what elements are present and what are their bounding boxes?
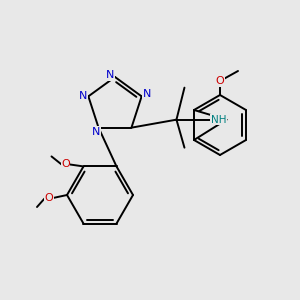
Text: N: N bbox=[142, 89, 151, 99]
Text: N: N bbox=[79, 91, 88, 101]
Text: O: O bbox=[45, 193, 53, 203]
Text: O: O bbox=[61, 159, 70, 170]
Text: N: N bbox=[106, 70, 114, 80]
Text: O: O bbox=[216, 76, 224, 86]
Text: NH: NH bbox=[211, 115, 226, 125]
Text: N: N bbox=[92, 127, 101, 137]
